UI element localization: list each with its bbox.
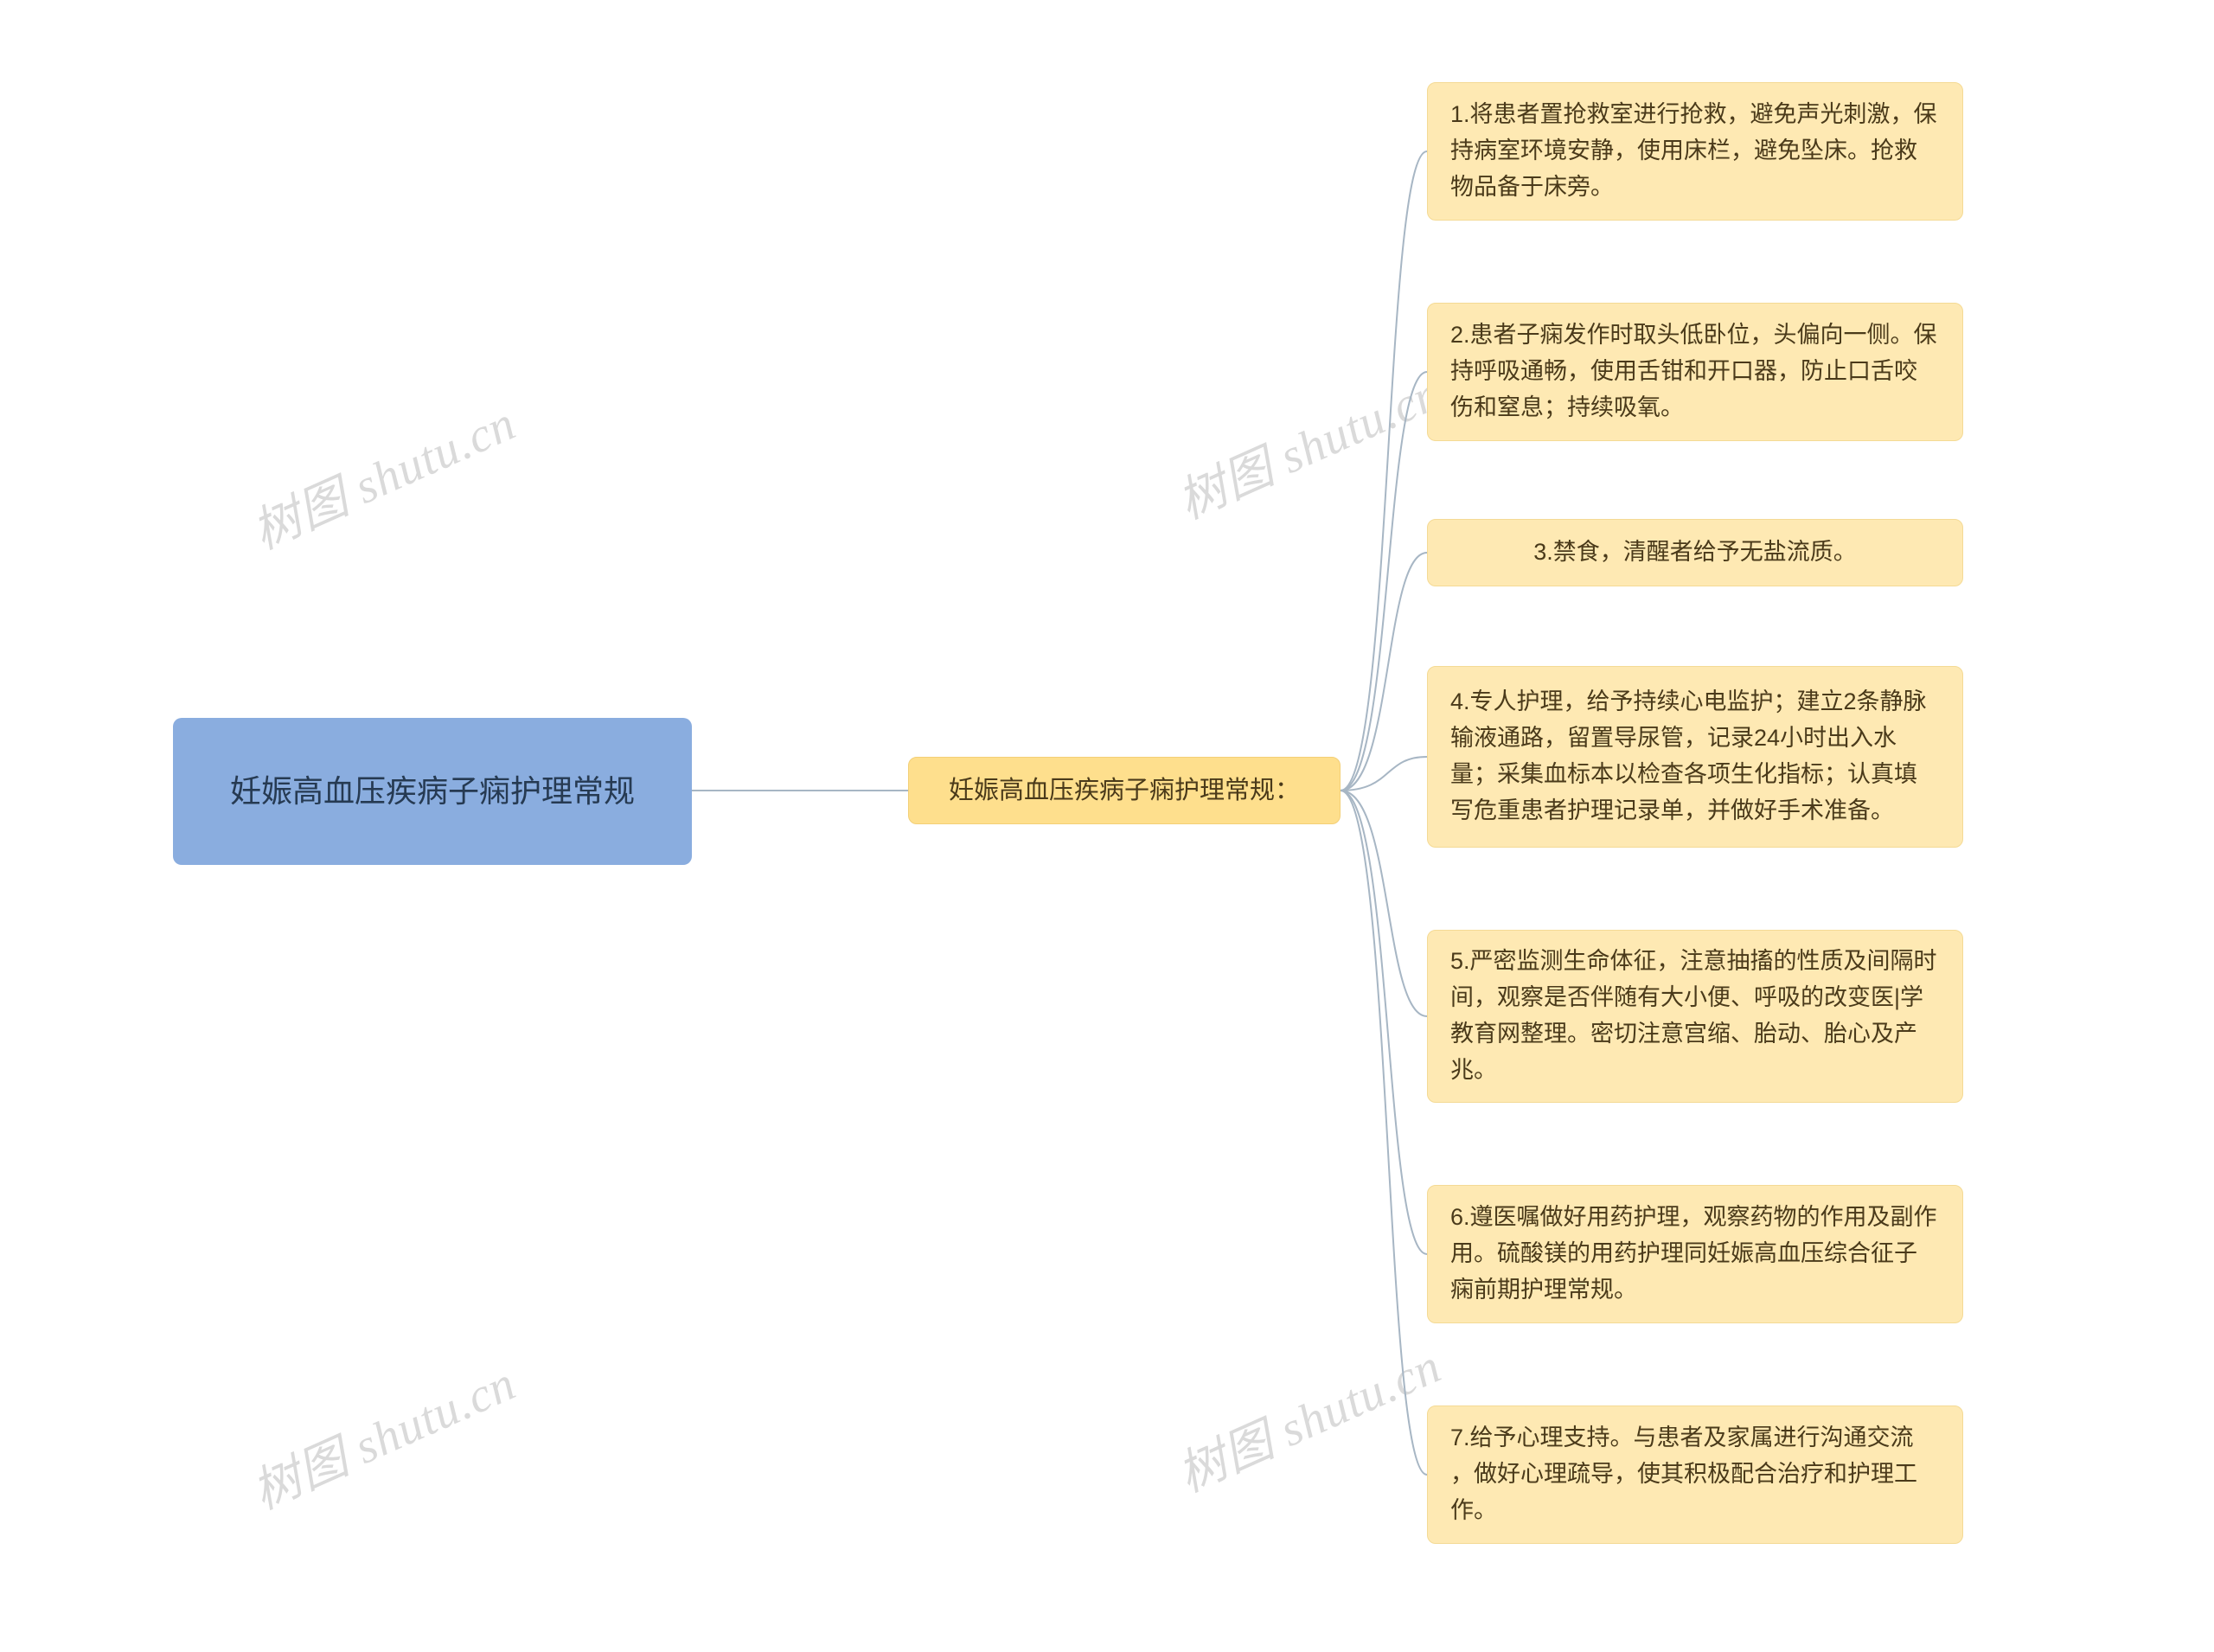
leaf-label: 7.给予心理支持。与患者及家属进行沟通交流 ，做好心理疏导，使其积极配合治疗和护… (1450, 1420, 1940, 1529)
leaf-node-5[interactable]: 5.严密监测生命体征，注意抽搐的性质及间隔时间，观察是否伴随有大小便、呼吸的改变… (1427, 930, 1963, 1103)
edge-mid-leaf-4 (1341, 757, 1427, 791)
watermark: 树图 shutu.cn (240, 385, 525, 563)
mindmap-canvas: 树图 shutu.cn 树图 shutu.cn 树图 shutu.cn 树图 s… (0, 0, 2214, 1652)
leaf-node-3[interactable]: 3.禁食，清醒者给予无盐流质。 (1427, 519, 1963, 586)
leaf-label: 1.将患者置抢救室进行抢救，避免声光刺激，保持病室环境安静，使用床栏，避免坠床。… (1450, 97, 1940, 206)
mid-node[interactable]: 妊娠高血压疾病子痫护理常规： (908, 757, 1341, 824)
leaf-label: 5.严密监测生命体征，注意抽搐的性质及间隔时间，观察是否伴随有大小便、呼吸的改变… (1450, 944, 1940, 1088)
leaf-node-7[interactable]: 7.给予心理支持。与患者及家属进行沟通交流 ，做好心理疏导，使其积极配合治疗和护… (1427, 1405, 1963, 1544)
leaf-node-1[interactable]: 1.将患者置抢救室进行抢救，避免声光刺激，保持病室环境安静，使用床栏，避免坠床。… (1427, 82, 1963, 221)
watermark: 树图 shutu.cn (1165, 355, 1450, 533)
watermark: 树图 shutu.cn (240, 1345, 525, 1523)
edge-mid-leaf-2 (1341, 372, 1427, 791)
watermark: 树图 shutu.cn (1165, 1328, 1450, 1506)
leaf-node-6[interactable]: 6.遵医嘱做好用药护理，观察药物的作用及副作用。硫酸镁的用药护理同妊娠高血压综合… (1427, 1185, 1963, 1323)
leaf-label: 6.遵医嘱做好用药护理，观察药物的作用及副作用。硫酸镁的用药护理同妊娠高血压综合… (1450, 1200, 1940, 1309)
edge-mid-leaf-7 (1341, 791, 1427, 1475)
leaf-node-4[interactable]: 4.专人护理，给予持续心电监护；建立2条静脉输液通路，留置导尿管，记录24小时出… (1427, 666, 1963, 848)
leaf-label: 3.禁食，清醒者给予无盐流质。 (1533, 535, 1857, 571)
leaf-node-2[interactable]: 2.患者子痫发作时取头低卧位，头偏向一侧。保持呼吸通畅，使用舌钳和开口器，防止口… (1427, 303, 1963, 441)
leaf-label: 2.患者子痫发作时取头低卧位，头偏向一侧。保持呼吸通畅，使用舌钳和开口器，防止口… (1450, 317, 1940, 426)
root-node[interactable]: 妊娠高血压疾病子痫护理常规 (173, 718, 692, 865)
leaf-label: 4.专人护理，给予持续心电监护；建立2条静脉输液通路，留置导尿管，记录24小时出… (1450, 684, 1940, 829)
edge-mid-leaf-6 (1341, 791, 1427, 1254)
edge-mid-leaf-1 (1341, 151, 1427, 791)
edge-mid-leaf-3 (1341, 553, 1427, 791)
edge-mid-leaf-5 (1341, 791, 1427, 1016)
root-label: 妊娠高血压疾病子痫护理常规 (230, 767, 635, 816)
mid-label: 妊娠高血压疾病子痫护理常规： (949, 772, 1300, 810)
